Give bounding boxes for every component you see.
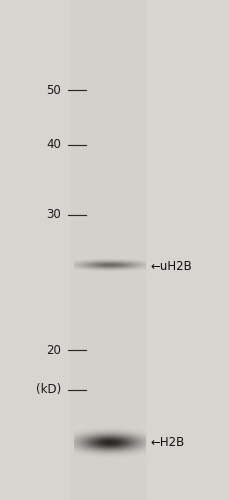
Text: (kD): (kD) — [35, 384, 61, 396]
Text: 20: 20 — [46, 344, 61, 356]
Text: 30: 30 — [46, 208, 61, 222]
Text: 40: 40 — [46, 138, 61, 151]
Bar — [71, 0, 147, 500]
Text: ←uH2B: ←uH2B — [150, 260, 192, 272]
Text: ←H2B: ←H2B — [150, 436, 184, 449]
Text: 50: 50 — [46, 84, 61, 96]
